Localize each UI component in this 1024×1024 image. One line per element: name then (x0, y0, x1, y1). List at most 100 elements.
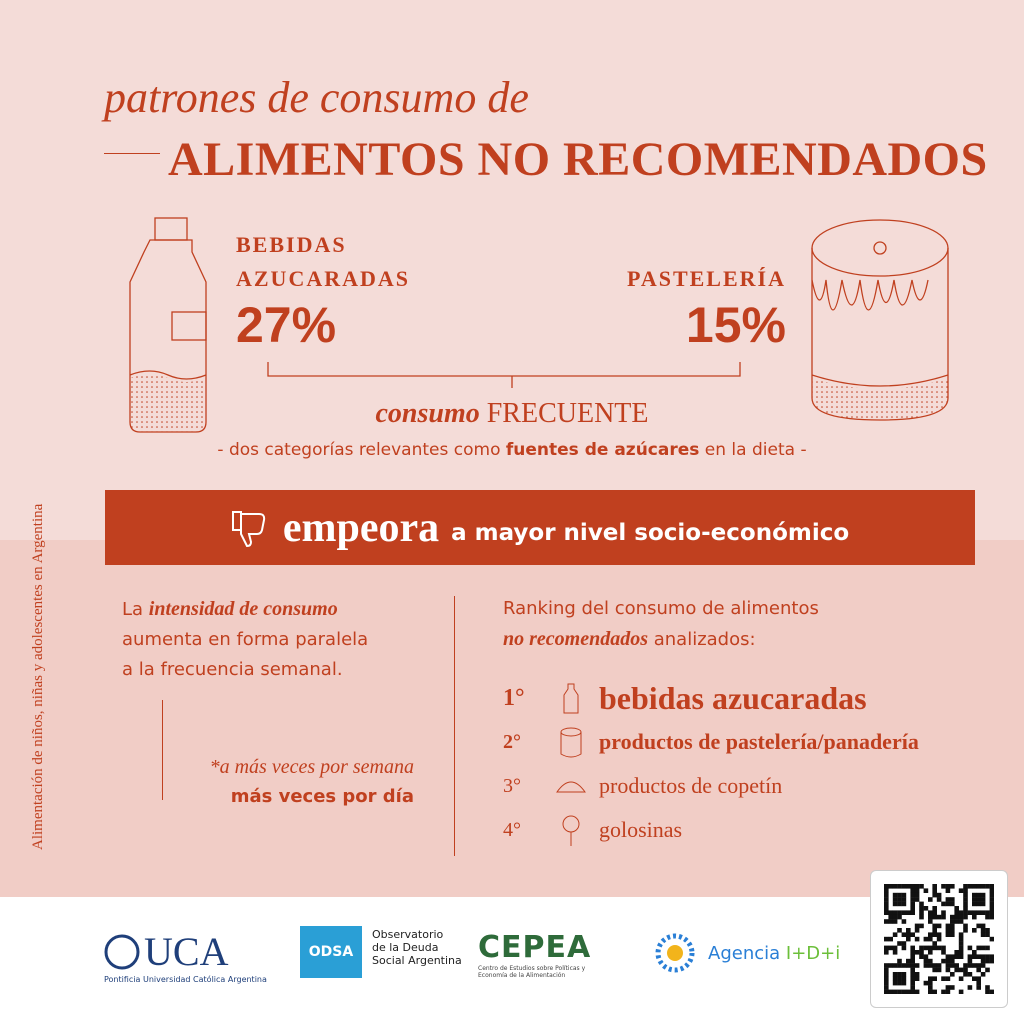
qr-module (914, 897, 920, 902)
qr-module (963, 923, 968, 929)
intensity-line: a la frecuencia semanal. (122, 659, 343, 680)
qr-module (976, 884, 981, 889)
qr-module (923, 958, 929, 964)
frequency-italic: consumo (375, 398, 480, 429)
qr-module (892, 945, 898, 951)
intro-line: no recomendados analizados: (503, 624, 819, 655)
qr-module (919, 923, 924, 929)
qr-module (945, 976, 951, 981)
qr-module (945, 958, 951, 964)
qr-module (967, 954, 973, 959)
qr-module (901, 980, 907, 986)
rank-label: golosinas (599, 817, 683, 842)
qr-module (910, 950, 915, 955)
qr-module (901, 932, 907, 937)
qr-module (928, 958, 933, 964)
qr-module (884, 985, 889, 990)
qr-module (901, 897, 907, 902)
qr-module (932, 910, 937, 915)
qr-module (967, 884, 973, 889)
cake-icon (560, 727, 582, 758)
qr-module (976, 945, 981, 951)
qr-module (910, 884, 915, 889)
qr-module (932, 932, 937, 937)
qr-module (958, 945, 964, 951)
rank-label: bebidas azucaradas (599, 679, 867, 716)
rank-item: 1° bebidas azucaradas (503, 676, 919, 720)
qr-module (932, 888, 937, 893)
qr-module (928, 976, 933, 981)
qr-module (989, 888, 995, 893)
rank-item: 2° productos de pastelería/panadería (503, 720, 919, 764)
qr-module (910, 954, 915, 959)
qr-module (967, 958, 973, 964)
qr-module (985, 954, 990, 959)
bottom-panel (0, 540, 1024, 897)
qr-module (972, 914, 977, 920)
qr-module (928, 910, 933, 915)
qr-module (958, 941, 964, 946)
qr-module (989, 906, 995, 911)
rank-item: 3° productos de copetín (503, 764, 919, 808)
qr-module (906, 936, 911, 942)
qr-module (958, 954, 964, 959)
qr-module (932, 989, 937, 995)
qr-module (910, 892, 915, 898)
banner: empeora a mayor nivel socio-económico (105, 490, 975, 565)
qr-module (980, 945, 986, 951)
qr-module (892, 963, 898, 968)
qr-module (897, 972, 902, 977)
qr-module (910, 963, 915, 968)
qr-module (941, 976, 946, 981)
qr-module (950, 919, 955, 924)
ranking-intro: Ranking del consumo de alimentos no reco… (503, 594, 819, 655)
qr-module (901, 919, 907, 924)
qr-module (906, 928, 911, 933)
qr-module (910, 906, 915, 911)
intensity-line: aumenta en forma paralela (122, 629, 369, 650)
highlight-value: 15% (685, 297, 786, 353)
qr-module (976, 910, 981, 915)
qr-module (976, 892, 981, 898)
qr-module (897, 910, 902, 915)
qr-module (906, 989, 911, 995)
qr-module (936, 936, 942, 942)
qr-module (914, 884, 920, 889)
qr-module (914, 963, 920, 968)
qr-module (980, 972, 986, 977)
qr-module (932, 914, 937, 920)
highlight: PASTELERÍA 15% (627, 262, 786, 354)
qr-module (950, 972, 955, 977)
qr-module (989, 936, 995, 942)
qr-module (910, 985, 915, 990)
qr-module (958, 932, 964, 937)
qr-module (945, 985, 951, 990)
qr-module (892, 901, 898, 907)
qr-module (914, 928, 920, 933)
qr-module (976, 967, 981, 973)
qr-module (989, 884, 995, 889)
qr-module (901, 989, 907, 995)
qr-module (985, 914, 990, 920)
qr-module (985, 932, 990, 937)
banner-strong: empeora (282, 504, 440, 551)
qr-module (910, 932, 915, 937)
qr-module (989, 954, 995, 959)
qr-module (985, 985, 990, 990)
qr-module (928, 914, 933, 920)
qr-module (958, 936, 964, 942)
qr-module (888, 963, 893, 968)
qr-module (963, 928, 968, 933)
rank-number: 4° (503, 818, 521, 841)
qr-module (888, 914, 893, 920)
agencia-mark (655, 933, 695, 973)
ranking-list: 1° bebidas azucaradas 2° productos de pa… (503, 676, 919, 852)
qr-module (906, 884, 911, 889)
qr-module (972, 976, 977, 981)
qr-module (954, 954, 959, 959)
qr-module (963, 910, 968, 915)
qr-module (897, 897, 902, 902)
snack-icon (556, 781, 586, 793)
qr-module (950, 954, 955, 959)
logo-uca: UCA Pontificia Universidad Católica Arge… (104, 928, 267, 984)
